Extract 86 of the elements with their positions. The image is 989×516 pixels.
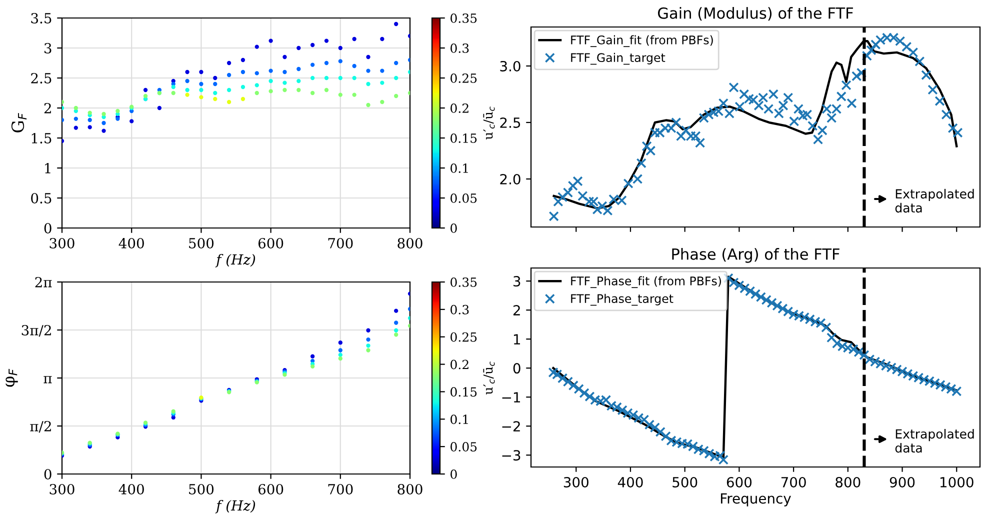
y-tick-label: 2 [513,305,520,316]
x-tick-label: 800 [398,484,422,494]
color-bar-label: 0.35 [450,13,477,23]
y-axis-title: G$_{F}$ [11,113,27,132]
x-tick-label: 600 [258,484,284,494]
x-tick-label: 300 [564,476,588,488]
y-tick-label: π/2 [30,420,51,433]
y-tick-label: 0 [44,222,52,234]
color-bar-label: 0.2 [450,103,468,113]
y-tick-label: 3.0 [500,60,520,72]
color-bar-label: 0.25 [450,332,477,342]
legend-label: FTF_Phase_target [571,294,674,306]
color-bar-label: 0.1 [450,163,468,173]
x-tick-label: 800 [836,476,860,488]
color-bar-label: 0 [450,223,457,233]
color-bar-label: 0.35 [450,277,477,287]
color-bar-title: u′$_{c}$/ū$_{c}$ [483,362,495,395]
y-tick-label: 2 [44,102,51,114]
x-axis-title: Frequency [720,493,791,506]
x-tick-label: 400 [618,476,643,488]
point [394,308,398,313]
y-tick-label: 0 [513,363,520,374]
color-bar-label: 0.3 [450,304,469,314]
x-tick-label: 400 [118,484,144,494]
point [366,337,370,342]
point [310,354,315,358]
point [394,332,398,337]
x-tick-label: 900 [890,476,915,488]
x-tick-label: 600 [726,476,752,488]
x-tick-label: 500 [189,484,214,494]
x-tick-label: 700 [328,484,353,494]
x-tick-label: 600 [258,238,284,248]
y-tick-label: 0 [44,468,52,480]
x-tick-label: 700 [781,476,806,488]
y-tick-label: 3 [44,42,52,54]
y-tick-label: π [44,376,52,384]
point [338,356,342,361]
color-bar-label: 0.05 [450,442,477,452]
y-tick-label: 2.0 [500,174,520,184]
x-tick-label: 300 [50,484,74,494]
x-tick-label: 500 [672,476,698,488]
legend-label: FTF_Gain_target [571,52,666,65]
color-bar-label: 0.2 [450,360,468,370]
y-tick-label: 2π [35,276,52,288]
y-tick-label: 1 [45,162,50,174]
y-tick-label: 0.5 [31,192,52,204]
x-tick-label: 1000 [940,476,974,488]
point [338,348,342,352]
y-tick-label: −2 [502,421,520,432]
y-tick-label: 3.5 [31,12,52,24]
x-tick-label: 800 [398,238,422,248]
color-bar-label: 0.15 [450,133,477,143]
x-tick-label: 400 [118,238,144,248]
y-tick-label: 2.5 [31,72,52,84]
x-tick-label: 700 [328,238,353,248]
x-tick-label: 300 [50,238,74,248]
point [338,340,342,345]
annotation: Extrapolated data [895,428,974,453]
x-axis-title: f (Hz) [215,254,256,268]
y-tick-label: 3π/2 [22,324,51,337]
y-tick-label: 1.5 [32,132,52,144]
point [310,364,315,369]
y-tick-label: 3 [514,276,520,287]
point [366,328,370,332]
chart-title: Gain (Modulus) of the FTF [658,7,853,21]
color-bar-label: 0.1 [450,414,468,424]
point [394,320,398,325]
legend-label: FTF_Gain_fit (from PBFs) [571,35,713,48]
chart-title: Phase (Arg) of the FTF [672,248,840,263]
color-bar-label: 0 [450,469,457,479]
y-tick-label: 1 [514,334,520,344]
y-tick-label: 2.5 [500,117,520,128]
color-bar-title: u′$_{c}$/ū$_{c}$ [483,106,495,140]
y-tick-label: −3 [502,450,520,461]
color-bar-label: 0.25 [450,73,477,83]
legend-label: FTF_Phase_fit (from PBFs) [571,276,721,288]
color-bar-label: 0.3 [450,43,469,53]
x-tick-label: 500 [189,238,214,248]
x-axis-title: f (Hz) [215,500,256,514]
color-bar-label: 0.15 [450,387,477,397]
point [366,344,370,348]
annotation: Extrapolated data [895,188,974,213]
point [394,328,398,332]
y-tick-label: −1 [502,392,520,402]
color-bar-label: 0.05 [450,193,477,203]
y-axis-title: φ$_{F}$ [6,368,18,387]
